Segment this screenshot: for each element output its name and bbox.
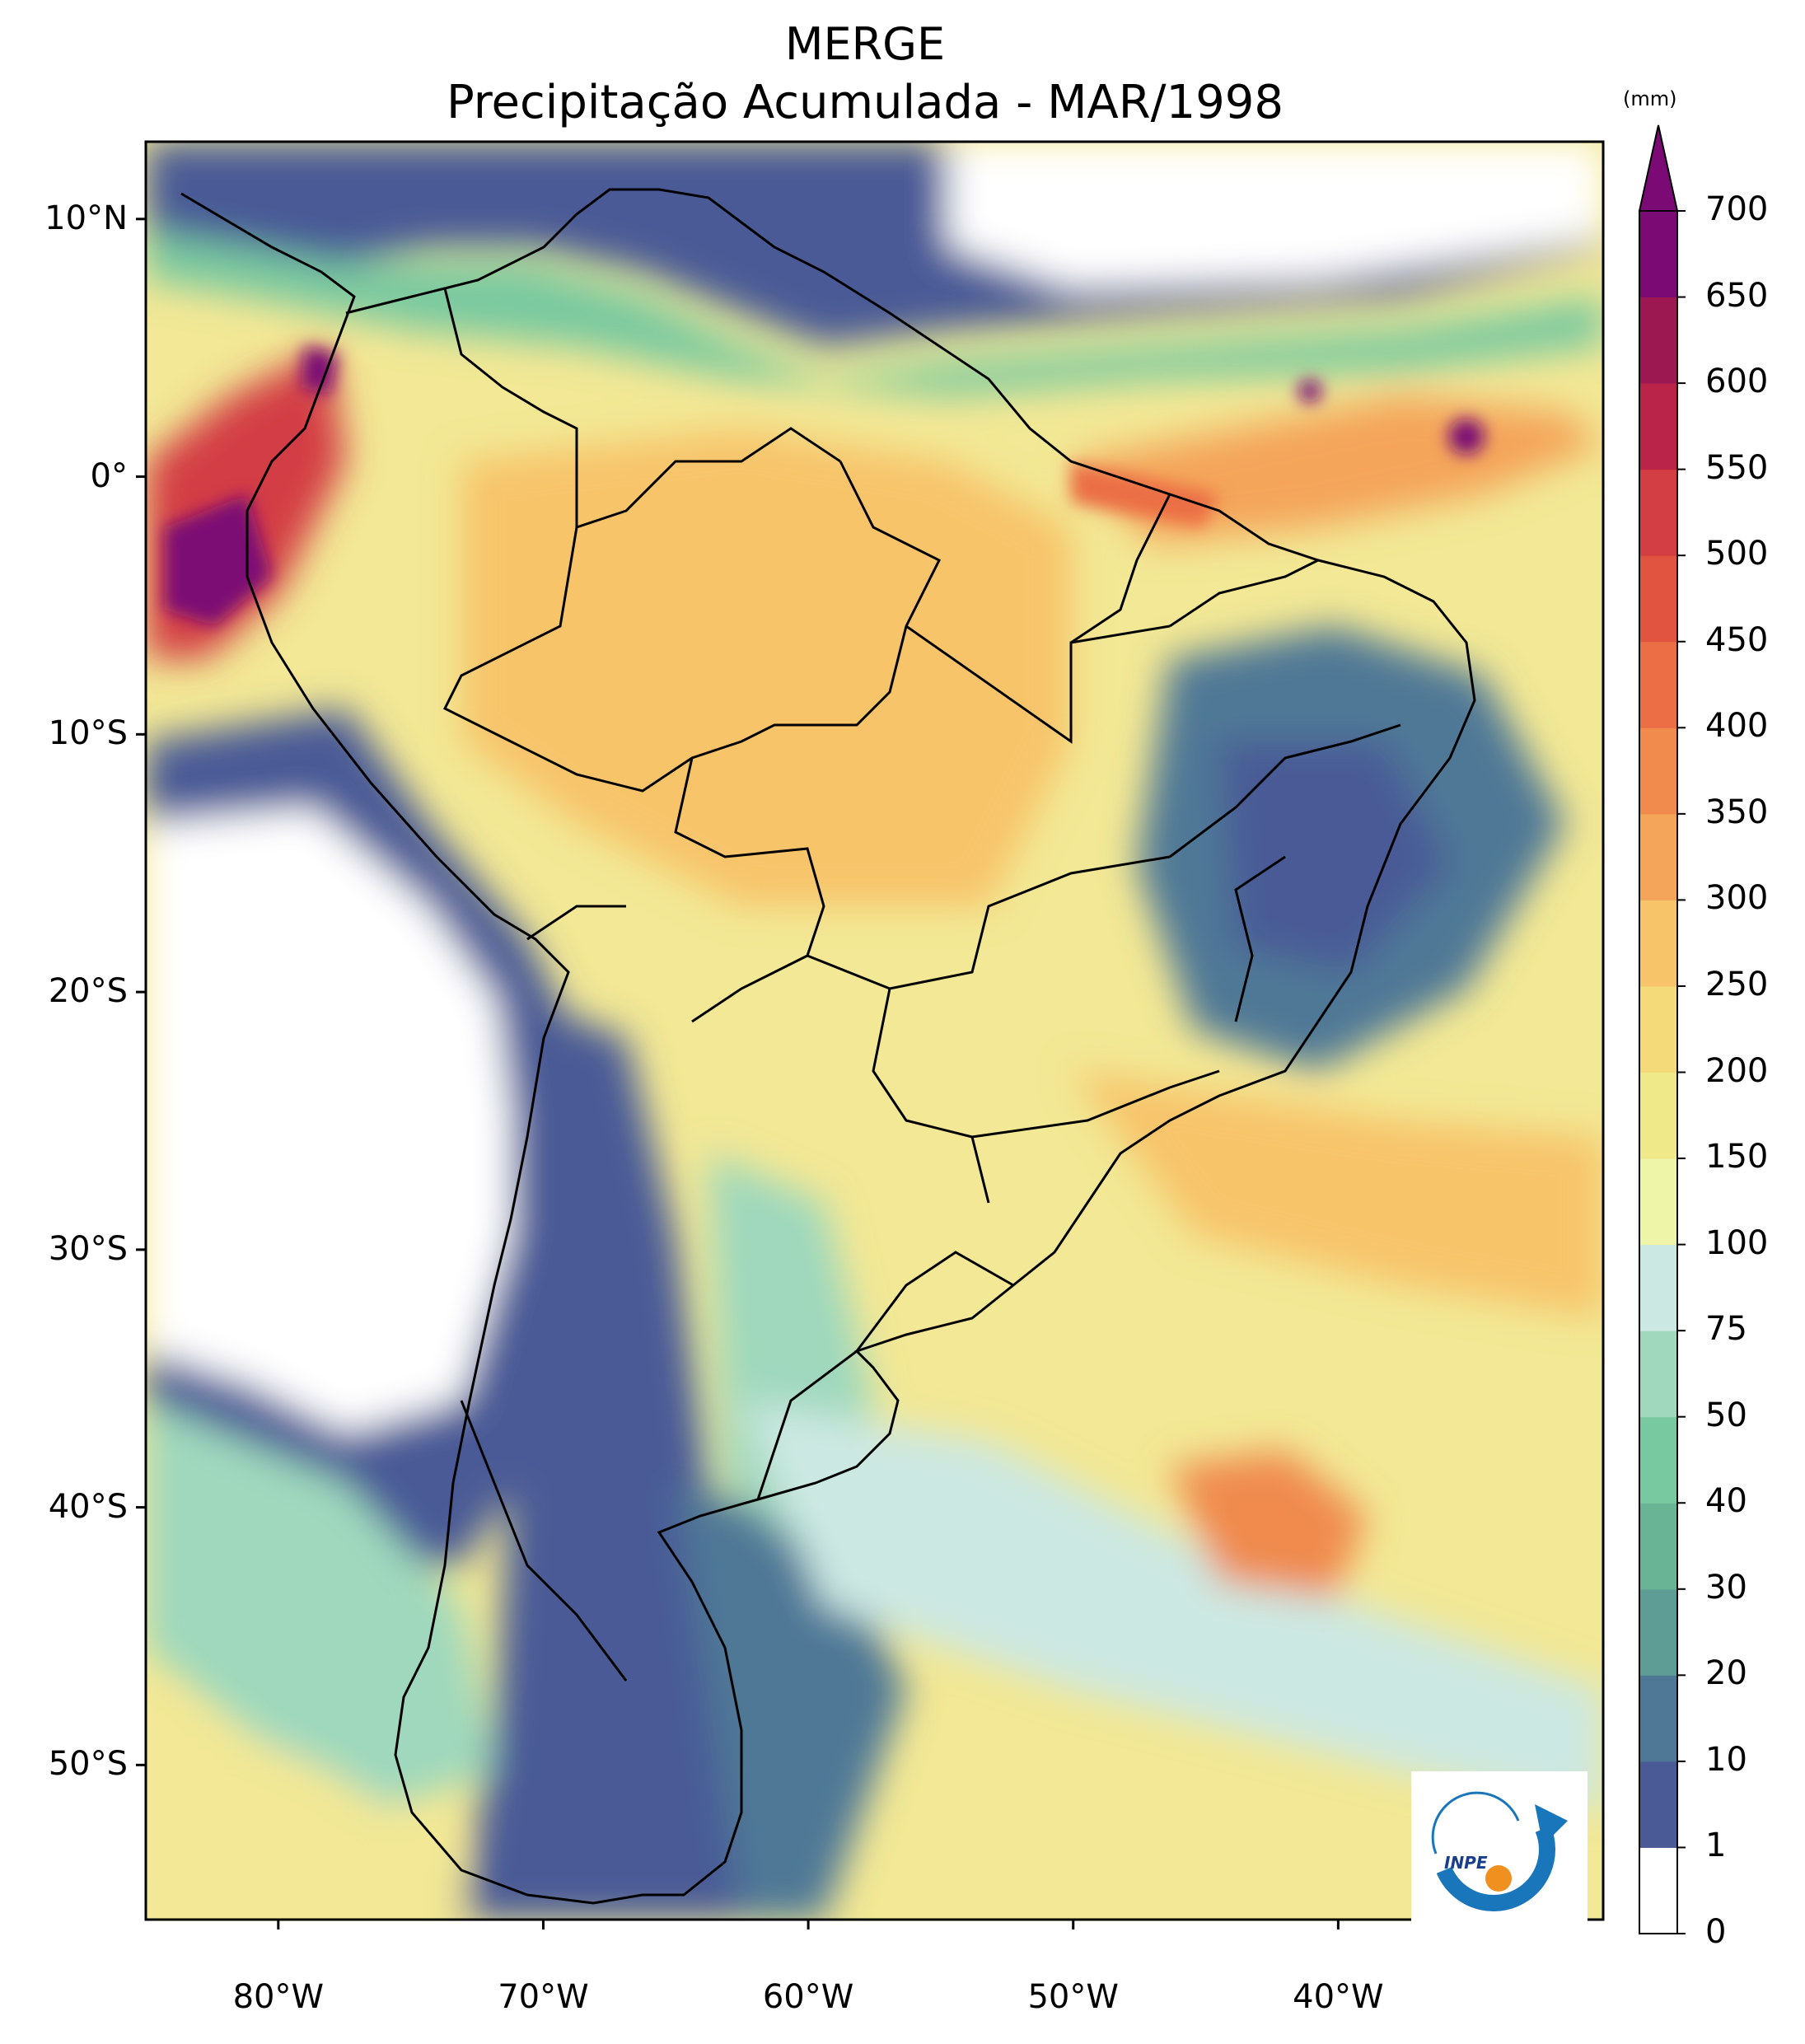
lat-tick-label: 20°S — [48, 972, 128, 1011]
colorbar-segment — [1639, 900, 1677, 987]
colorbar-tick-label: 600 — [1705, 362, 1769, 401]
colorbar-segment — [1639, 383, 1677, 470]
colorbar-segment — [1639, 1072, 1677, 1159]
colorbar-tick-label: 650 — [1705, 276, 1769, 315]
colorbar-tick-label: 150 — [1705, 1138, 1769, 1176]
colorbar-tick-label: 500 — [1705, 535, 1769, 573]
colorbar-tick-label: 0 — [1705, 1913, 1727, 1951]
colorbar-segment — [1639, 1244, 1677, 1331]
map-title-line1: MERGE — [784, 18, 946, 70]
colorbar-tick-label: 10 — [1705, 1740, 1747, 1779]
logo-text: INPE — [1444, 1853, 1488, 1873]
lat-tick-label: 10°S — [48, 714, 128, 753]
lat-tick-label: 50°S — [48, 1745, 128, 1784]
colorbar-tick-label: 300 — [1705, 879, 1769, 918]
colorbar-tick-label: 1 — [1705, 1827, 1727, 1865]
colorbar-unit-label: (mm) — [1623, 87, 1677, 110]
colorbar-tick-label: 50 — [1705, 1396, 1747, 1434]
colorbar-tick-label: 450 — [1705, 620, 1769, 659]
inpe-logo-icon: INPE — [1431, 1791, 1568, 1911]
colorbar-segment — [1639, 1416, 1677, 1504]
lat-tick-label: 40°S — [48, 1487, 128, 1526]
lat-ticks — [136, 217, 146, 1766]
lon-tick-label: 50°W — [1027, 1978, 1119, 2016]
colorbar-segment — [1639, 1503, 1677, 1590]
precipitation-field — [146, 142, 1603, 1920]
colorbar-segment — [1639, 1158, 1677, 1246]
colorbar-tick-label: 700 — [1705, 190, 1769, 228]
colorbar-tick-label: 20 — [1705, 1654, 1747, 1693]
colorbar-segment — [1639, 1675, 1677, 1762]
colorbar-segment — [1639, 1847, 1677, 1934]
colorbar-segment — [1639, 641, 1677, 728]
colorbar-segment — [1639, 211, 1677, 298]
colorbar-segment — [1639, 1588, 1677, 1676]
colorbar-segment — [1639, 297, 1677, 384]
colorbar-segment — [1639, 555, 1677, 643]
colorbar-tick-label: 550 — [1705, 448, 1769, 487]
inpe-logo: INPE — [1411, 1771, 1588, 1946]
colorbar-tick-label: 200 — [1705, 1051, 1769, 1090]
colorbar-segment — [1639, 469, 1677, 556]
map-frame — [144, 140, 1605, 1921]
map-title-line2: Precipitação Acumulada - MAR/1998 — [446, 76, 1284, 129]
lat-tick-label: 10°N — [44, 199, 128, 237]
colorbar-segment — [1639, 1761, 1677, 1848]
lat-tick-label: 0° — [90, 456, 128, 495]
lat-tick-label: 30°S — [48, 1229, 128, 1268]
colorbar-extend-arrow — [1638, 124, 1679, 212]
lon-tick-label: 80°W — [232, 1978, 325, 2016]
colorbar-tick-label: 400 — [1705, 707, 1769, 746]
coastline — [180, 188, 1476, 1905]
colorbar — [1638, 124, 1686, 1934]
lon-tick-label: 60°W — [762, 1978, 854, 2016]
colorbar-tick-label: 40 — [1705, 1482, 1747, 1521]
colorbar-tick-label: 30 — [1705, 1568, 1747, 1607]
colorbar-tick-label: 75 — [1705, 1310, 1747, 1349]
colorbar-segment — [1639, 1331, 1677, 1418]
colorbar-segment — [1639, 985, 1677, 1073]
lon-tick-label: 40°W — [1293, 1978, 1384, 2016]
colorbar-tick-label: 100 — [1705, 1223, 1769, 1262]
colorbar-tick-label: 350 — [1705, 793, 1769, 831]
lon-ticks — [277, 1920, 1340, 1929]
colorbar-tick-label: 250 — [1705, 965, 1769, 1003]
lon-tick-label: 70°W — [498, 1978, 589, 2016]
colorbar-segment — [1639, 727, 1677, 815]
colorbar-segment — [1639, 813, 1677, 900]
